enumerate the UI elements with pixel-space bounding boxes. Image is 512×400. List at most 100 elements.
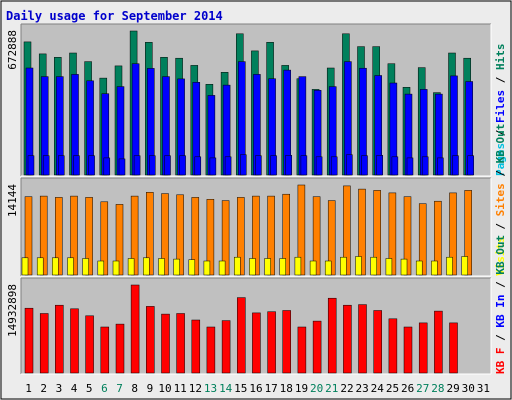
pages-bar: [133, 155, 141, 176]
kb-in-bar: [267, 311, 276, 374]
sites-bar: [146, 192, 154, 276]
sites-bar: [55, 197, 63, 276]
kb-in-bar: [191, 319, 201, 374]
legend-part: KB Out: [494, 124, 507, 164]
kb-in-bar: [85, 315, 94, 374]
day-label: 1: [25, 382, 32, 395]
day-label: 20: [310, 382, 323, 395]
visits-bar: [203, 260, 211, 276]
kb-in-bar: [418, 322, 428, 374]
y-max-label: 14932898: [6, 284, 19, 337]
kb-in-bar: [388, 318, 398, 374]
day-label: 8: [131, 382, 138, 395]
pages-bar: [224, 156, 232, 176]
visits-bar: [127, 258, 135, 276]
sites-bar: [24, 196, 33, 276]
visits-bar: [294, 256, 302, 276]
sites-bar: [267, 195, 275, 276]
visits-bar: [385, 258, 393, 276]
kb-in-bar: [146, 306, 155, 374]
pages-bar: [209, 157, 217, 176]
pages-bar: [315, 156, 323, 176]
panel-legend-label: Pages / Files / Hits: [494, 44, 507, 177]
visits-bar: [158, 258, 165, 276]
sites-bar: [449, 192, 457, 276]
pages-bar: [103, 157, 111, 176]
sites-bar: [161, 193, 169, 276]
legend-part: Visits: [494, 236, 507, 276]
legend-part: /: [494, 328, 507, 348]
pages-bar: [194, 156, 202, 176]
visits-bar: [446, 256, 453, 276]
pages-bar: [376, 155, 383, 176]
day-label: 2: [40, 382, 47, 395]
sites-bar: [373, 190, 381, 276]
day-label: 30: [462, 382, 475, 395]
pages-bar: [346, 154, 353, 176]
visits-bar: [36, 257, 44, 276]
kb-in-bar: [221, 320, 231, 374]
visits-bar: [400, 258, 408, 276]
pages-bar: [406, 157, 414, 176]
legend-part: KB F: [494, 348, 507, 375]
day-label: 25: [386, 382, 399, 395]
kb-in-bar: [343, 304, 352, 374]
kb-in-bar: [24, 307, 34, 374]
sites-bar: [100, 201, 109, 276]
chart-title: Daily usage for September 2014: [6, 9, 223, 23]
legend-part: Pages: [494, 143, 507, 176]
kb-in-bar: [237, 297, 246, 374]
visits-bar: [415, 260, 423, 276]
visits-bar: [431, 260, 438, 276]
sites-bar: [206, 199, 215, 276]
sites-bar: [221, 200, 230, 276]
pages-bar: [330, 156, 338, 176]
y-max-label: 14144: [6, 184, 19, 217]
kb-in-bar: [434, 310, 443, 374]
kb-in-bar: [70, 308, 79, 374]
day-label: 11: [174, 382, 187, 395]
sites-bar: [237, 197, 245, 276]
kb-in-bar: [39, 313, 49, 374]
visits-bar: [21, 257, 29, 276]
day-axis-labels: 1 2 3 4 5 6 7 8 9 10 11 12 13 14 15 16 17 18 19 20 21 22 23 24 2…: [25, 382, 490, 395]
pages-bar: [270, 155, 277, 176]
pages-bar: [452, 155, 459, 176]
sites-bar: [418, 203, 427, 276]
pages-bar: [255, 155, 262, 176]
sites-bar: [388, 192, 397, 276]
sites-bar: [115, 204, 124, 276]
sites-bar: [85, 197, 93, 276]
visits-bar: [249, 258, 256, 276]
sites-bar: [70, 195, 78, 276]
day-label: 7: [116, 382, 123, 395]
visits-sites-panel: 14144 Visits / Sites / KB Out: [6, 124, 507, 277]
kb-in-bar: [373, 310, 382, 374]
y-max-label: 672888: [6, 30, 19, 70]
day-label: 27: [416, 382, 429, 395]
sites-bar: [130, 195, 139, 276]
legend-part: /: [494, 70, 507, 90]
kb-panel: 14932898 KB F / KB In / KB Out: [6, 235, 507, 375]
sites-bar: [403, 196, 412, 276]
visits-bar: [355, 256, 362, 276]
sites-bar: [434, 200, 442, 276]
visits-bar: [82, 258, 89, 276]
pages-bar: [164, 155, 171, 176]
visits-bar: [97, 260, 105, 276]
kb-in-bar: [55, 304, 64, 374]
pages-bar: [73, 155, 80, 176]
pages-bar: [27, 155, 35, 176]
day-label: 16: [249, 382, 262, 395]
day-label: 21: [325, 382, 338, 395]
kb-in-bar: [312, 320, 322, 374]
pages-bar: [42, 155, 50, 176]
sites-bar: [191, 197, 200, 276]
pages-bar: [179, 155, 186, 176]
visits-bar: [309, 260, 317, 276]
visits-bar: [52, 257, 59, 276]
day-label: 26: [401, 382, 414, 395]
visits-bar: [264, 258, 271, 276]
